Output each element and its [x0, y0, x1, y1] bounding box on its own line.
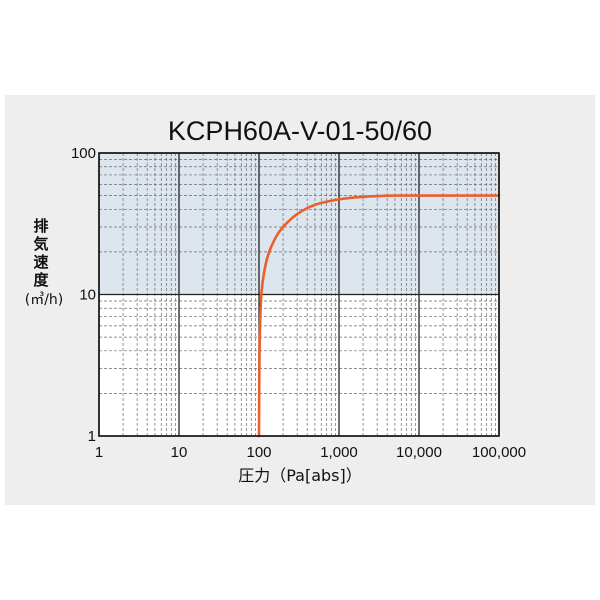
y-axis-label-char: 気 — [33, 235, 48, 253]
y-tick-label: 100 — [71, 145, 96, 162]
x-tick-label: 1,000 — [320, 444, 358, 461]
series-line — [257, 194, 501, 438]
y-axis-label-char: 排 — [33, 217, 48, 235]
x-tick-label: 100 — [246, 444, 271, 461]
series-layer — [257, 194, 501, 438]
plot-frame — [98, 152, 500, 437]
x-tick-label: 100,000 — [472, 444, 526, 461]
y-tick-labels: 1 10 100 — [71, 145, 96, 445]
x-tick-labels: 1 10 100 1,000 10,000 100,000 — [95, 444, 526, 461]
y-axis-unit: (㎥/h) — [25, 292, 64, 308]
chart-title: KCPH60A-V-01-50/60 — [168, 116, 432, 146]
plot-background — [99, 294, 499, 436]
y-tick-label: 1 — [88, 428, 96, 445]
x-tick-label: 10,000 — [396, 444, 442, 461]
x-tick-label: 1 — [95, 444, 103, 461]
y-axis-label-char: 速 — [33, 253, 48, 271]
x-axis-label: 圧力（Pa[abs]） — [238, 466, 362, 485]
highlight-band — [99, 153, 499, 295]
x-tick-label: 10 — [171, 444, 188, 461]
y-tick-label: 10 — [79, 287, 96, 304]
y-axis-label-char: 度 — [33, 271, 49, 289]
highlight-band-layer — [99, 153, 499, 436]
